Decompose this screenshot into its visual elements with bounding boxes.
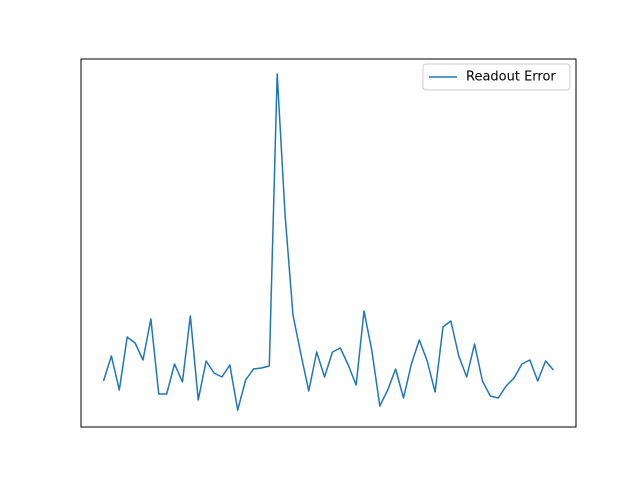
axes-frame: [80, 58, 577, 428]
legend-label: Readout Error: [466, 70, 556, 85]
line-series: [102, 73, 555, 411]
legend-box: [422, 63, 571, 91]
